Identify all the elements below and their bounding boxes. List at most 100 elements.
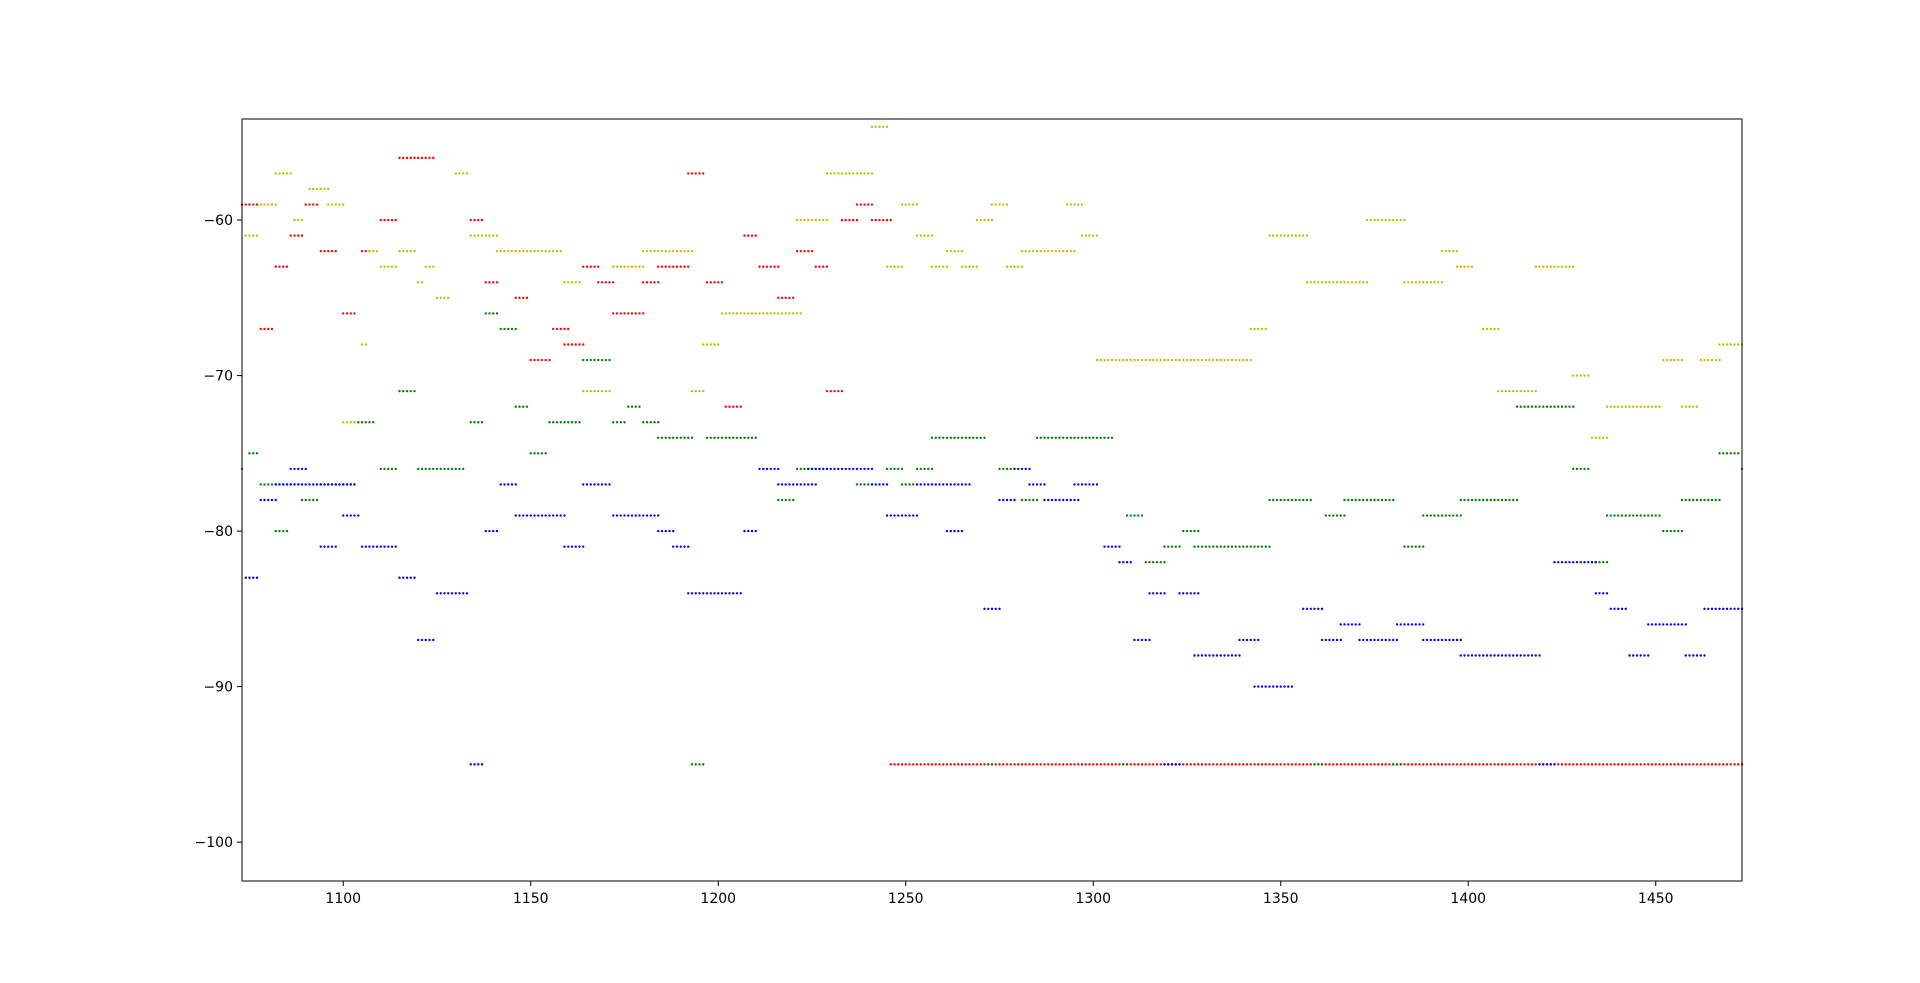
data-point [458,592,461,595]
data-point [1197,529,1200,533]
data-point [1437,763,1440,766]
data-point [1129,561,1132,564]
data-point [1035,483,1039,486]
data-point [803,483,806,486]
data-point [1365,638,1369,642]
data-point [1519,654,1522,657]
data-point [784,296,787,300]
data-point [1234,545,1237,548]
data-point [1485,654,1489,657]
data-point [1163,358,1166,362]
data-point [1647,654,1650,657]
x-tick-label: 1450 [1638,891,1674,907]
data-point [1339,281,1342,284]
data-point [1444,638,1447,642]
data-point [1463,654,1466,657]
data-point [597,483,600,486]
data-point [289,483,292,486]
data-point [1373,638,1376,642]
data-point [473,234,476,237]
data-point [1148,561,1151,564]
data-point [413,156,416,160]
data-point [1077,203,1080,206]
data-point [1324,281,1327,284]
data-point [589,483,592,486]
data-point [1020,265,1024,268]
data-point [1009,498,1012,502]
data-point [1358,638,1361,642]
data-point [1032,498,1035,502]
data-point [1718,498,1721,502]
data-point [435,467,439,471]
data-point [1272,763,1275,766]
data-point [983,218,986,222]
data-point [1628,763,1631,766]
data-point [1062,249,1065,253]
data-point [499,249,502,253]
data-point [642,312,645,315]
data-point [799,249,802,253]
data-point [1568,405,1571,408]
data-point [1238,654,1241,657]
data-point [1422,763,1425,766]
data-point [1733,763,1736,766]
data-point [473,421,476,424]
data-point [859,203,862,206]
data-point [1290,234,1294,237]
data-point [1114,763,1117,766]
data-point [1137,514,1140,517]
data-point [795,483,799,486]
data-point [1662,623,1665,626]
data-point [1680,763,1684,766]
data-point [477,421,480,424]
data-point [495,281,499,284]
data-point [1474,498,1477,502]
data-point [454,467,457,471]
data-point [1065,203,1069,206]
data-point [1718,452,1721,455]
data-point [1515,405,1519,408]
data-point [424,638,427,642]
data-point [799,467,802,471]
data-point [638,265,641,268]
data-point [1362,498,1365,502]
data-point [1635,514,1639,517]
data-point [863,172,866,175]
data-point [919,467,922,471]
data-point [349,514,352,517]
data-point [1317,281,1320,284]
data-point [1193,545,1196,548]
data-point [308,203,311,206]
data-point [1380,763,1384,766]
data-point [1155,592,1159,595]
data-point [1572,561,1575,564]
data-point [1662,763,1665,766]
data-point [1073,498,1076,502]
data-point [882,483,885,486]
data-point [874,218,877,222]
data-point [897,265,900,268]
data-point [1538,654,1541,657]
data-point [1110,545,1114,548]
data-point [1028,249,1031,253]
data-point [1054,436,1057,439]
data-point [889,218,892,222]
data-point [1583,763,1586,766]
data-point [1230,545,1234,548]
data-point [488,529,491,533]
data-point [405,249,409,253]
data-point [285,529,289,533]
data-point [345,312,349,315]
data-point [953,249,956,253]
data-point [1238,358,1241,362]
data-point [1313,607,1316,611]
data-point [1403,218,1406,222]
data-point [364,249,367,253]
data-point [1493,654,1496,657]
data-point [1305,281,1309,284]
data-point [1260,685,1264,688]
data-point [559,421,562,424]
data-point [709,343,712,346]
data-point [829,467,832,471]
data-point [848,172,851,175]
